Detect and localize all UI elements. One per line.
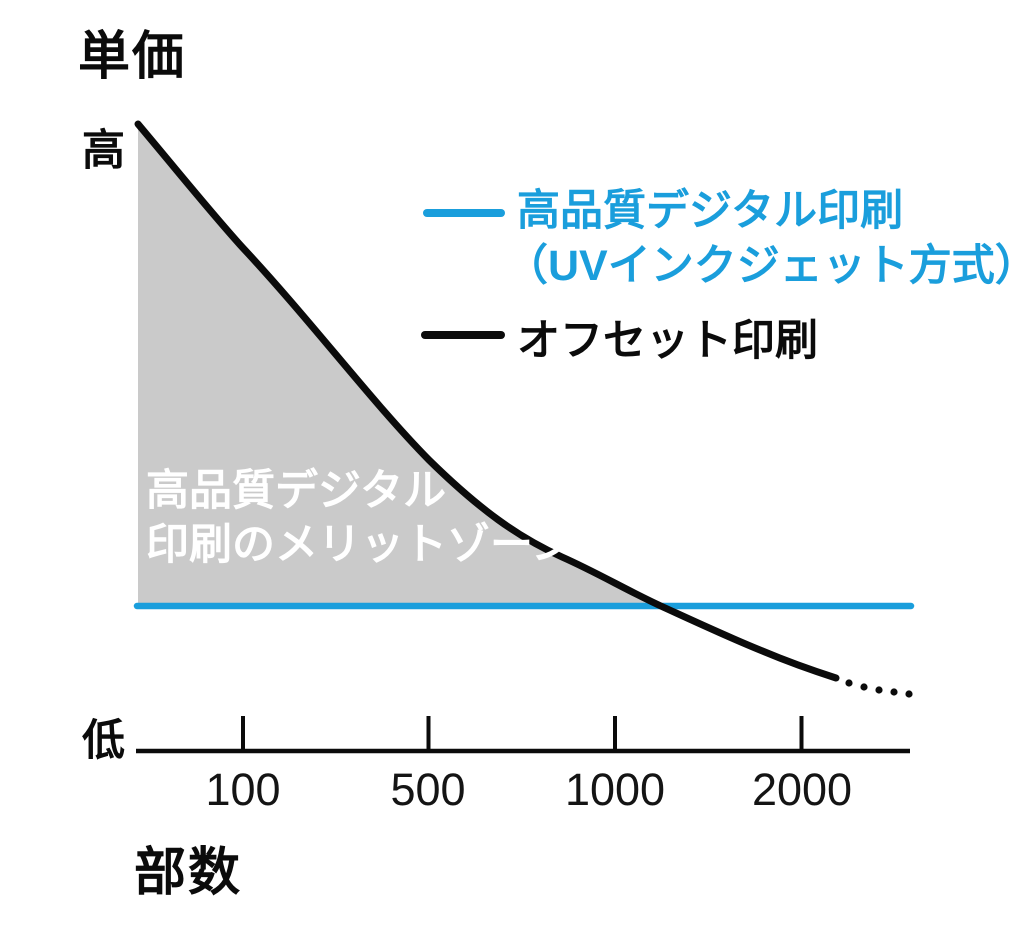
merit-zone-label-line2: 印刷のメリットゾーン (146, 521, 574, 569)
chart-title: 単価 (78, 28, 187, 86)
y-axis-low-label: 低 (82, 717, 125, 765)
x-axis-title: 部数 (134, 844, 243, 902)
merit-zone-label: 高品質デジタル 印刷のメリットゾーン (146, 464, 574, 572)
merit-zone-area (138, 124, 663, 607)
x-tick-label-100: 100 (205, 764, 281, 815)
offset-curve-dotted-tail (845, 679, 913, 698)
x-tick-label-1000: 1000 (564, 764, 666, 815)
x-tick-label-2000: 2000 (751, 764, 853, 815)
legend-offset-line-swatch (421, 331, 505, 339)
legend-digital-label: 高品質デジタル印刷 （UVインクジェット方式） (505, 184, 1032, 294)
x-tick-label-500: 500 (390, 764, 466, 815)
y-axis-high-label: 高 (82, 127, 125, 175)
x-axis-ticks (241, 716, 804, 749)
offset-price-curve (134, 120, 840, 682)
legend-digital-label-line1: 高品質デジタル印刷 (517, 187, 904, 235)
merit-zone-label-line1: 高品質デジタル (146, 467, 447, 515)
legend-offset-label: オフセット印刷 (517, 317, 818, 365)
legend-digital-line-swatch (423, 209, 505, 217)
legend-digital-label-line2: （UVインクジェット方式） (505, 242, 1032, 290)
